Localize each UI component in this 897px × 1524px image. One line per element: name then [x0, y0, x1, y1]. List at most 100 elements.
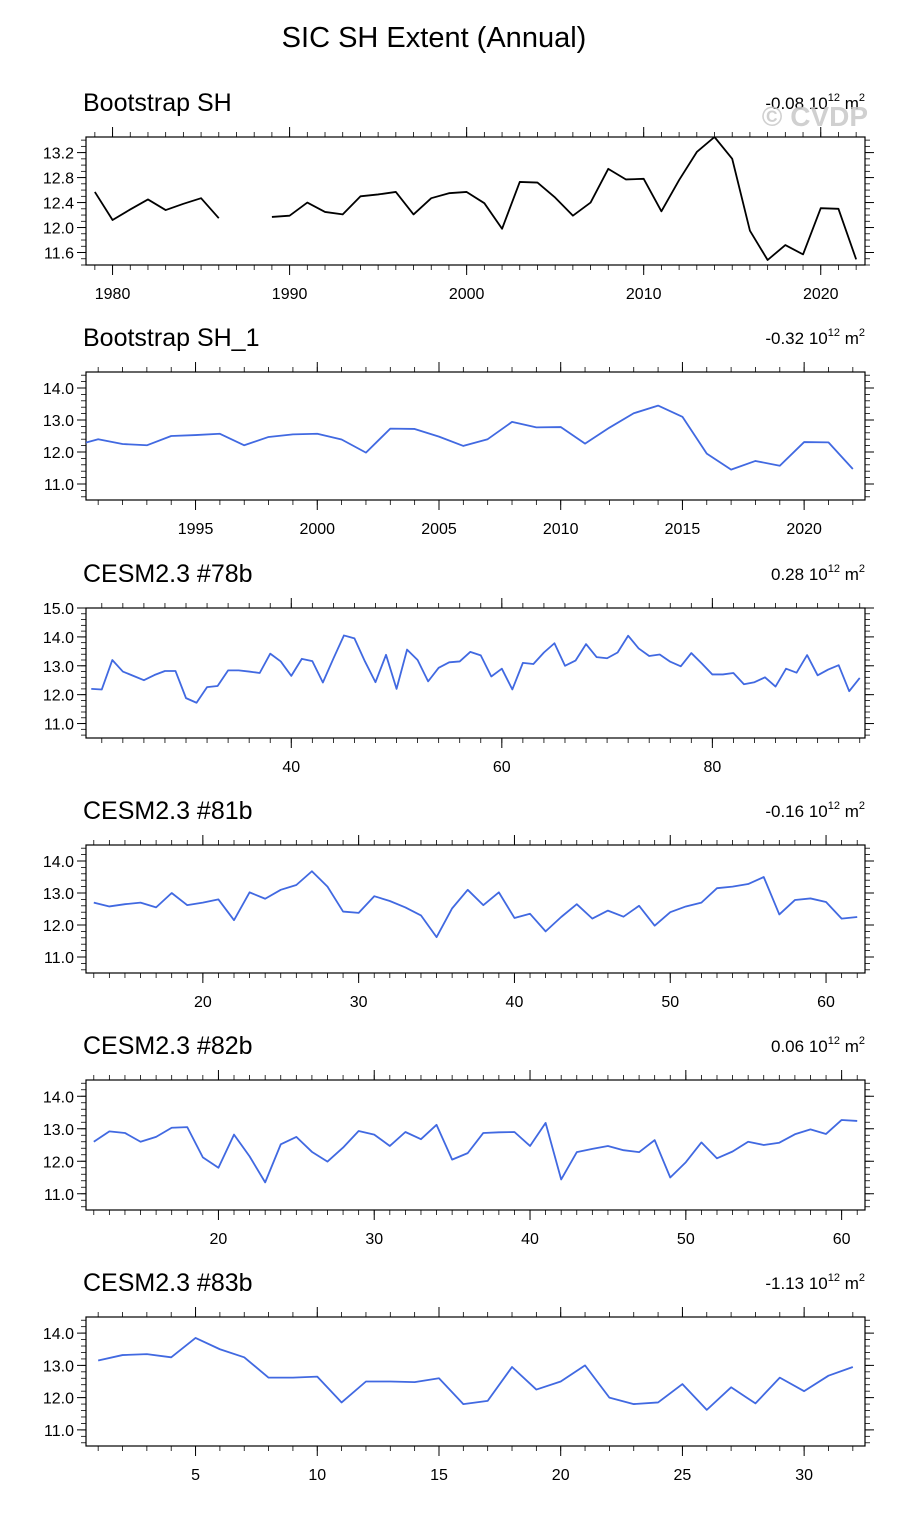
trend-exponent: 12: [828, 1035, 840, 1047]
trend-exponent: 12: [828, 563, 840, 575]
y-tick-label: 12.8: [43, 171, 74, 188]
x-tick-label: 5: [191, 1467, 200, 1484]
plot-frame: [85, 371, 866, 501]
trend-unit-base: 10: [809, 802, 828, 821]
y-tick-label: 12.0: [43, 445, 74, 462]
trend-label: -1.13 1012 m2: [765, 1272, 865, 1293]
series-line: [91, 634, 861, 704]
trend-unit-base: 10: [809, 1037, 828, 1056]
y-tick-label: 14.0: [43, 1089, 74, 1106]
plot-frame: [85, 844, 866, 974]
trend-label: 0.06 1012 m2: [771, 1035, 865, 1056]
y-tick-label: 14.0: [43, 630, 74, 647]
trend-label: 0.28 1012 m2: [771, 563, 865, 584]
trend-exponent: 12: [828, 1272, 840, 1284]
trend-unit: m: [840, 565, 859, 584]
y-tick-label: 13.0: [43, 1358, 74, 1375]
y-tick-label: 13.0: [43, 413, 74, 430]
y-tick-label: 13.0: [43, 886, 74, 903]
panel-title: CESM2.3 #78b: [83, 560, 253, 588]
panel-title: CESM2.3 #81b: [83, 797, 253, 825]
y-tick-label: 12.0: [43, 918, 74, 935]
x-tick-label: 40: [521, 1231, 539, 1248]
x-tick-label: 50: [677, 1231, 695, 1248]
trend-value: -0.08: [765, 94, 808, 113]
watermark: © CVDP: [762, 101, 868, 132]
chart-panel-5: CESM2.3 #82b 0.06 1012 m2 11.0 12.0 13.0 14.0…: [43, 1032, 874, 1248]
y-tick-label: 14.0: [43, 381, 74, 398]
trend-unit: m: [840, 1274, 859, 1293]
trend-unit: m: [840, 94, 859, 113]
trend-unit: m: [840, 329, 859, 348]
trend-exponent: 12: [828, 92, 840, 104]
plot-frame: [85, 1079, 866, 1211]
x-tick-label: 60: [833, 1231, 851, 1248]
x-tick-label: 2015: [665, 521, 701, 538]
trend-value: -0.32: [765, 329, 808, 348]
x-tick-label: 60: [817, 994, 835, 1011]
y-tick-label: 12.0: [43, 688, 74, 705]
trend-exponent: 12: [828, 800, 840, 812]
trend-unit-power: 2: [859, 1272, 865, 1284]
x-tick-label: 80: [703, 759, 721, 776]
series-line: [86, 404, 854, 471]
y-tick-label: 12.0: [43, 1154, 74, 1171]
y-tick-label: 12.0: [43, 221, 74, 238]
plot-frame: [85, 136, 866, 266]
x-tick-label: 2010: [543, 521, 579, 538]
trend-label: -0.08 1012 m2: [765, 92, 865, 113]
y-tick-label: 15.0: [43, 601, 74, 618]
chart-panel-4: CESM2.3 #81b -0.16 1012 m2 11.0 12.0 13.0 14.…: [43, 797, 874, 1011]
trend-unit-power: 2: [859, 327, 865, 339]
trend-unit-power: 2: [859, 1035, 865, 1047]
x-tick-label: 40: [282, 759, 300, 776]
x-tick-label: 1995: [178, 521, 214, 538]
main-title: SIC SH Extent (Annual): [281, 22, 587, 54]
x-tick-label: 2020: [803, 286, 839, 303]
y-tick-label: 11.0: [44, 1187, 74, 1204]
panel-title: CESM2.3 #83b: [83, 1269, 253, 1297]
trend-exponent: 12: [828, 327, 840, 339]
y-tick-label: 11.6: [44, 246, 74, 263]
trend-value: 0.28: [771, 565, 809, 584]
y-tick-label: 12.0: [43, 1391, 74, 1408]
x-tick-label: 2010: [626, 286, 662, 303]
y-tick-label: 13.0: [43, 659, 74, 676]
trend-unit-power: 2: [859, 800, 865, 812]
trend-label: -0.32 1012 m2: [765, 327, 865, 348]
x-tick-label: 20: [210, 1231, 228, 1248]
trend-unit: m: [840, 802, 859, 821]
y-tick-label: 14.0: [43, 854, 74, 871]
trend-value: 0.06: [771, 1037, 809, 1056]
trend-label: -0.16 1012 m2: [765, 800, 865, 821]
x-tick-label: 2000: [299, 521, 335, 538]
x-tick-label: 30: [350, 994, 368, 1011]
x-tick-label: 60: [493, 759, 511, 776]
x-tick-label: 20: [194, 994, 212, 1011]
x-tick-label: 1980: [95, 286, 131, 303]
y-tick-label: 11.0: [44, 477, 74, 494]
trend-unit: m: [840, 1037, 859, 1056]
trend-value: -1.13: [765, 1274, 808, 1293]
trend-value: -0.16: [765, 802, 808, 821]
trend-unit-base: 10: [809, 329, 828, 348]
y-tick-label: 11.0: [44, 717, 74, 734]
x-tick-label: 2020: [786, 521, 822, 538]
x-tick-label: 30: [795, 1467, 813, 1484]
trend-unit-power: 2: [859, 563, 865, 575]
panel-title: Bootstrap SH_1: [83, 324, 260, 352]
x-tick-label: 30: [365, 1231, 383, 1248]
x-tick-label: 20: [552, 1467, 570, 1484]
x-tick-label: 2000: [449, 286, 485, 303]
x-tick-label: 40: [506, 994, 524, 1011]
trend-unit-power: 2: [859, 92, 865, 104]
series-line: [97, 1337, 854, 1411]
panel-title: Bootstrap SH: [83, 89, 232, 117]
chart-panel-3: CESM2.3 #78b 0.28 1012 m2 11.0 12.0 13.0 14.0…: [43, 560, 874, 776]
chart-panel-1: Bootstrap SH -0.08 1012 m2 11.6 12.0 12.4 12.…: [43, 89, 874, 303]
series-line: [93, 870, 858, 939]
y-tick-label: 13.0: [43, 1122, 74, 1139]
x-tick-label: 50: [661, 994, 679, 1011]
chart-panel-6: CESM2.3 #83b -1.13 1012 m211.012.013.014.…: [43, 1269, 874, 1484]
